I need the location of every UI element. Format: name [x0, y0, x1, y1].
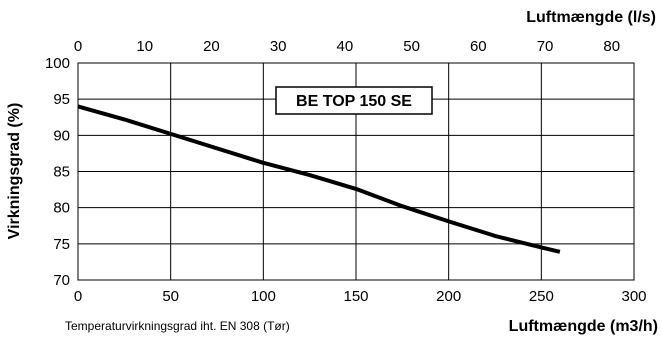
y-tick-label: 70	[53, 272, 70, 289]
x-tick-label: 100	[251, 288, 276, 305]
y-tick-label: 95	[53, 91, 70, 108]
y-tick-label: 90	[53, 127, 70, 144]
series-label: BE TOP 150 SE	[296, 93, 412, 110]
y-axis-title: Virkningsgrad (%)	[6, 103, 23, 240]
x-tick-label: 300	[621, 288, 646, 305]
x-axis-title: Luftmængde (m3/h)	[509, 318, 658, 335]
y-tick-label: 80	[53, 200, 70, 217]
x2-tick-label: 50	[403, 38, 420, 55]
x-tick-labels: 0 50 100 150 200 250 300	[74, 288, 647, 305]
x-tick-label: 200	[436, 288, 461, 305]
x-tick-label: 250	[529, 288, 554, 305]
x2-tick-label: 0	[74, 38, 82, 55]
x2-tick-labels: 0 10 20 30 40 50 60 70 80	[74, 38, 620, 55]
x2-tick-label: 60	[470, 38, 487, 55]
x2-tick-label: 40	[337, 38, 354, 55]
x2-tick-label: 10	[136, 38, 153, 55]
y-tick-label: 75	[53, 236, 70, 253]
x2-axis-title: Luftmængde (l/s)	[526, 9, 656, 26]
x2-tick-label: 30	[270, 38, 287, 55]
footnote: Temperaturvirkningsgrad iht. EN 308 (Tør…	[65, 319, 290, 333]
x2-tick-label: 20	[203, 38, 220, 55]
series-line	[77, 104, 561, 254]
series-label-frame	[275, 86, 433, 115]
x-tick-label: 50	[162, 288, 179, 305]
y-tick-label: 100	[45, 55, 70, 72]
x2-tick-label: 80	[603, 38, 620, 55]
series-label-box: BE TOP 150 SE	[275, 86, 433, 115]
x-tick-label: 150	[343, 288, 368, 305]
y-tick-labels: 70 75 80 85 90 95 100	[45, 55, 70, 289]
y-tick-label: 85	[53, 164, 70, 181]
x2-tick-label: 70	[537, 38, 554, 55]
series-group	[77, 104, 561, 254]
x-tick-label: 0	[74, 288, 82, 305]
plot-area-frame	[77, 62, 635, 281]
